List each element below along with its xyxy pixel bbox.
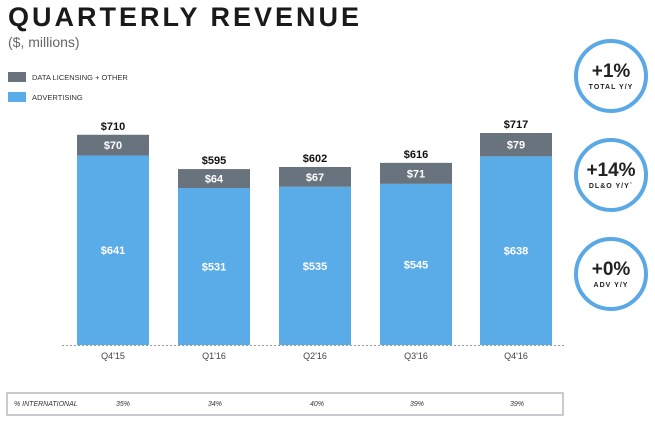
bar-advertising (480, 156, 552, 345)
bar-advertising (77, 155, 149, 345)
international-value: 39% (410, 401, 425, 408)
x-tick-label: Q2'16 (303, 351, 327, 361)
data-label-advertising: $545 (404, 259, 428, 271)
kpi-dlo-yoy: +14% DL&O Y/Y` (574, 138, 648, 212)
data-label-data-licensing: $64 (205, 174, 224, 186)
x-tick-label: Q4'16 (504, 351, 528, 361)
legend-swatch-advertising (8, 92, 26, 102)
kpi-total-value: +1% (591, 60, 631, 82)
kpi-adv-value: +0% (591, 258, 631, 280)
data-label-data-licensing: $71 (407, 168, 425, 180)
data-label-data-licensing: $67 (306, 172, 324, 184)
kpi-total-label: TOTAL Y/Y (588, 83, 634, 91)
data-label-advertising: $641 (101, 245, 125, 257)
bar-data-licensing (380, 162, 452, 184)
data-label-total: $616 (404, 149, 428, 161)
chart-title: QUARTERLY REVENUE (8, 2, 363, 32)
international-value: 39% (510, 401, 525, 408)
legend-item-advertising: ADVERTISING (8, 92, 83, 102)
legend-label-dlo: DATA LICENSING + OTHER (32, 72, 128, 82)
x-tick-label: Q4'15 (101, 351, 125, 361)
bar-data-licensing (77, 134, 149, 156)
kpi-dlo-label: DL&O Y/Y` (588, 182, 634, 190)
bar-data-licensing (480, 133, 552, 157)
international-table: % INTERNATIONAL 35% 34% 40% 39% 39% (6, 392, 564, 416)
international-value: 35% (116, 401, 131, 408)
x-tick-label: Q1'16 (202, 351, 226, 361)
data-label-advertising: $531 (202, 261, 226, 273)
legend-swatch-dlo (8, 72, 26, 82)
bar-advertising (380, 183, 452, 345)
data-label-total: $717 (504, 119, 528, 131)
kpi-adv-yoy: +0% ADV Y/Y (574, 237, 648, 311)
international-value: 34% (208, 401, 223, 408)
x-tick-label: Q3'16 (404, 351, 428, 361)
bar-data-licensing (178, 169, 250, 188)
data-label-advertising: $535 (303, 261, 327, 273)
bar-advertising (279, 186, 351, 345)
data-label-data-licensing: $70 (104, 140, 122, 152)
bar-advertising (178, 187, 250, 345)
kpi-total-yoy: +1% TOTAL Y/Y (574, 39, 648, 113)
international-label: % INTERNATIONAL (14, 401, 78, 408)
data-label-total: $595 (202, 155, 226, 167)
data-label-total: $710 (101, 121, 125, 133)
international-value: 40% (310, 401, 325, 408)
legend-item-dlo: DATA LICENSING + OTHER (8, 72, 128, 82)
data-label-total: $602 (303, 153, 327, 165)
kpi-adv-label: ADV Y/Y (593, 281, 629, 289)
bar-data-licensing (279, 167, 351, 187)
data-label-advertising: $638 (504, 246, 528, 258)
data-label-data-licensing: $79 (507, 140, 525, 152)
chart-subtitle: ($, millions) (8, 34, 80, 50)
kpi-dlo-value: +14% (586, 159, 636, 181)
legend-label-advertising: ADVERTISING (32, 92, 83, 102)
